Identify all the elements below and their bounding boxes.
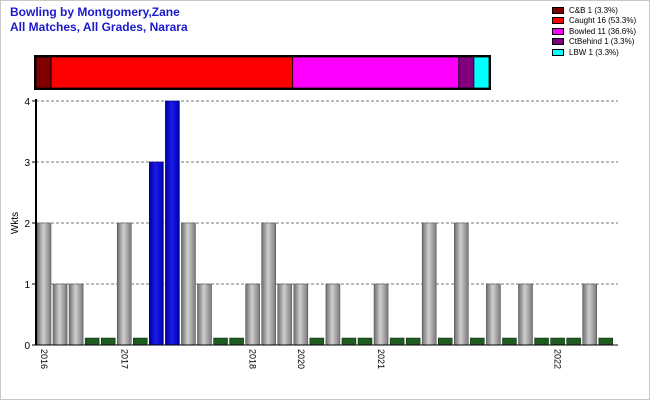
stacked-bar [34, 55, 491, 90]
bar [325, 283, 341, 346]
x-tick-label: 2020 [296, 349, 306, 369]
bar [116, 222, 132, 346]
bar [52, 283, 68, 346]
bar-zero [550, 337, 565, 346]
legend-swatch [552, 17, 564, 25]
legend-label: CtBehind 1 (3.3%) [569, 37, 635, 47]
bar [293, 283, 309, 346]
bar-zero [438, 337, 453, 346]
legend-swatch [552, 6, 564, 14]
bar-zero [229, 337, 244, 346]
bar-zero [566, 337, 581, 346]
bar [421, 222, 437, 346]
y-tick-label: 3 [24, 158, 30, 169]
bar-zero [405, 337, 421, 346]
stacked-segment-caught [50, 56, 294, 89]
legend-swatch [552, 27, 564, 35]
bar [36, 222, 52, 346]
bar [373, 283, 389, 346]
legend: C&B 1 (3.3%) Caught 16 (53.3%) Bowled 11… [552, 5, 636, 58]
chart-title: Bowling by Montgomery,Zane [10, 5, 180, 19]
axes: 0 1 2 3 4 Wkts 2016 2017 2018 2020 2021 2022 [10, 97, 618, 369]
x-tick-label: 2021 [376, 349, 386, 369]
legend-label: C&B 1 (3.3%) [569, 5, 618, 15]
stacked-segment-lbw [473, 56, 490, 89]
legend-swatch [552, 48, 564, 56]
legend-item: CtBehind 1 (3.3%) [552, 37, 636, 48]
y-axis-label: Wkts [10, 212, 21, 234]
bar-zero [470, 337, 485, 346]
bar [582, 283, 598, 346]
bar-zero [357, 337, 373, 346]
bar-zero [213, 337, 228, 346]
bar-zero [309, 337, 325, 346]
bar-highlight [149, 161, 164, 346]
legend-label: LBW 1 (3.3%) [569, 47, 619, 57]
bar [453, 222, 469, 346]
bar [277, 283, 293, 346]
y-tick-label: 4 [24, 97, 30, 108]
legend-item: LBW 1 (3.3%) [552, 47, 636, 58]
bar [486, 283, 501, 346]
wickets-bars [36, 100, 613, 346]
y-tick-label: 1 [24, 280, 30, 291]
legend-item: Bowled 11 (36.6%) [552, 26, 636, 37]
bar-zero [100, 337, 116, 346]
chart-subtitle: All Matches, All Grades, Narara [10, 20, 188, 34]
stacked-segment-ctbehind [458, 56, 475, 89]
legend-label: Caught 16 (53.3%) [569, 16, 637, 26]
bar [261, 222, 277, 346]
legend-label: Bowled 11 (36.6%) [569, 26, 636, 36]
bar-zero [133, 337, 148, 346]
bar [245, 283, 260, 346]
x-tick-label: 2018 [248, 349, 258, 369]
bar-highlight [165, 100, 180, 346]
bar-zero [341, 337, 357, 346]
x-tick-label: 2017 [119, 349, 129, 369]
bar-zero [84, 337, 100, 346]
x-tick-label: 2022 [553, 349, 563, 369]
bar [518, 283, 533, 346]
y-tick-label: 2 [24, 219, 30, 230]
stacked-segment-bowled [292, 56, 460, 89]
bar [197, 283, 212, 346]
bar-zero [502, 337, 517, 346]
bar [68, 283, 84, 346]
legend-item: C&B 1 (3.3%) [552, 5, 636, 16]
legend-item: Caught 16 (53.3%) [552, 16, 636, 27]
legend-swatch [552, 38, 564, 46]
x-tick-label: 2016 [39, 349, 49, 369]
stacked-segment-c&b [35, 56, 52, 89]
bar-zero [534, 337, 549, 346]
bar [181, 222, 196, 346]
bar-zero [598, 337, 613, 346]
bar-zero [389, 337, 405, 346]
y-tick-label: 0 [24, 341, 30, 352]
